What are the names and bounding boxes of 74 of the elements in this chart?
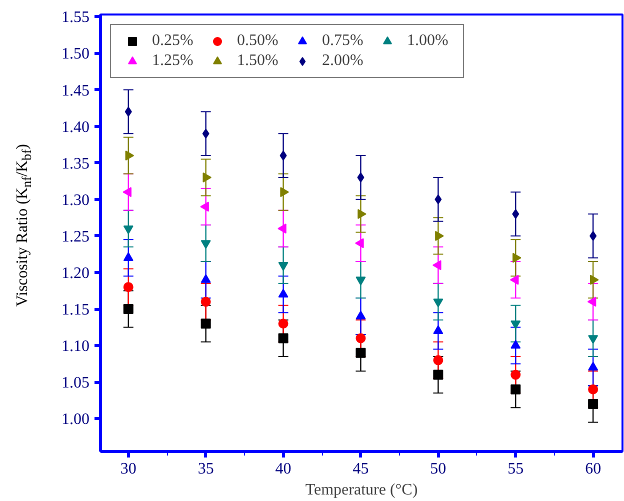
point bbox=[510, 340, 521, 349]
point bbox=[278, 224, 286, 234]
point bbox=[510, 370, 521, 380]
legend-label: 1.00% bbox=[407, 32, 450, 50]
y-tick-label: 1.15 bbox=[62, 302, 90, 318]
point bbox=[512, 209, 520, 219]
y-tick-label: 1.55 bbox=[62, 9, 90, 26]
point bbox=[356, 310, 366, 320]
point bbox=[123, 282, 134, 292]
point bbox=[123, 226, 134, 234]
point bbox=[435, 230, 444, 241]
point bbox=[280, 150, 287, 161]
point bbox=[433, 355, 444, 366]
legend-label: 1.25% bbox=[152, 52, 194, 70]
legend-label: 0.75% bbox=[322, 32, 364, 50]
x-tick-label: 55 bbox=[508, 460, 524, 478]
x-tick-label: 60 bbox=[585, 460, 602, 478]
point bbox=[433, 325, 444, 334]
point bbox=[587, 296, 596, 307]
point bbox=[200, 240, 211, 249]
point bbox=[356, 348, 366, 358]
point bbox=[200, 274, 211, 283]
y-tick-label: 1.40 bbox=[62, 118, 90, 136]
point bbox=[588, 335, 598, 344]
point bbox=[278, 288, 288, 298]
y-tick-label: 1.35 bbox=[62, 155, 90, 172]
point bbox=[433, 370, 444, 380]
point bbox=[124, 106, 132, 117]
point bbox=[278, 333, 288, 344]
x-axis-title: Temperature (°C) bbox=[305, 482, 418, 498]
x-tick-label: 40 bbox=[275, 460, 292, 478]
point bbox=[202, 128, 210, 139]
point bbox=[123, 252, 134, 261]
y-tick-label: 1.05 bbox=[62, 374, 90, 392]
point bbox=[122, 187, 132, 198]
legend-label: 0.25% bbox=[152, 32, 194, 50]
y-tick-label: 1.30 bbox=[62, 192, 90, 209]
point bbox=[590, 274, 599, 285]
x-tick-label: 35 bbox=[198, 460, 214, 478]
point bbox=[355, 238, 364, 248]
legend-label: 0.50% bbox=[237, 32, 280, 50]
y-tick-label: 1.25 bbox=[62, 228, 90, 246]
point bbox=[590, 230, 597, 241]
point bbox=[200, 296, 211, 307]
x-tick-label: 50 bbox=[430, 460, 446, 478]
point bbox=[358, 209, 366, 219]
point bbox=[200, 318, 211, 329]
point bbox=[278, 262, 288, 271]
legend-label: 1.50% bbox=[237, 52, 280, 70]
point bbox=[510, 274, 519, 285]
point bbox=[510, 384, 521, 394]
point bbox=[278, 318, 288, 329]
point bbox=[512, 252, 522, 263]
y-tick-label: 1.45 bbox=[62, 82, 90, 100]
x-tick-label: 30 bbox=[120, 460, 136, 478]
y-tick-label: 1.10 bbox=[62, 338, 90, 356]
y-tick-label: 1.50 bbox=[62, 46, 90, 63]
point bbox=[588, 362, 598, 371]
x-tick-label: 45 bbox=[352, 460, 369, 478]
point bbox=[123, 304, 134, 314]
point bbox=[280, 187, 289, 198]
point bbox=[433, 298, 444, 308]
legend-label: 2.00% bbox=[322, 52, 364, 70]
point bbox=[434, 194, 442, 204]
point bbox=[356, 276, 366, 286]
point bbox=[588, 384, 598, 394]
point bbox=[588, 399, 598, 409]
point bbox=[357, 172, 364, 182]
y-tick-label: 1.00 bbox=[62, 411, 90, 428]
point bbox=[200, 202, 209, 212]
point bbox=[510, 320, 521, 330]
y-tick-label: 1.20 bbox=[62, 264, 90, 282]
point bbox=[432, 260, 442, 270]
point bbox=[356, 333, 366, 344]
